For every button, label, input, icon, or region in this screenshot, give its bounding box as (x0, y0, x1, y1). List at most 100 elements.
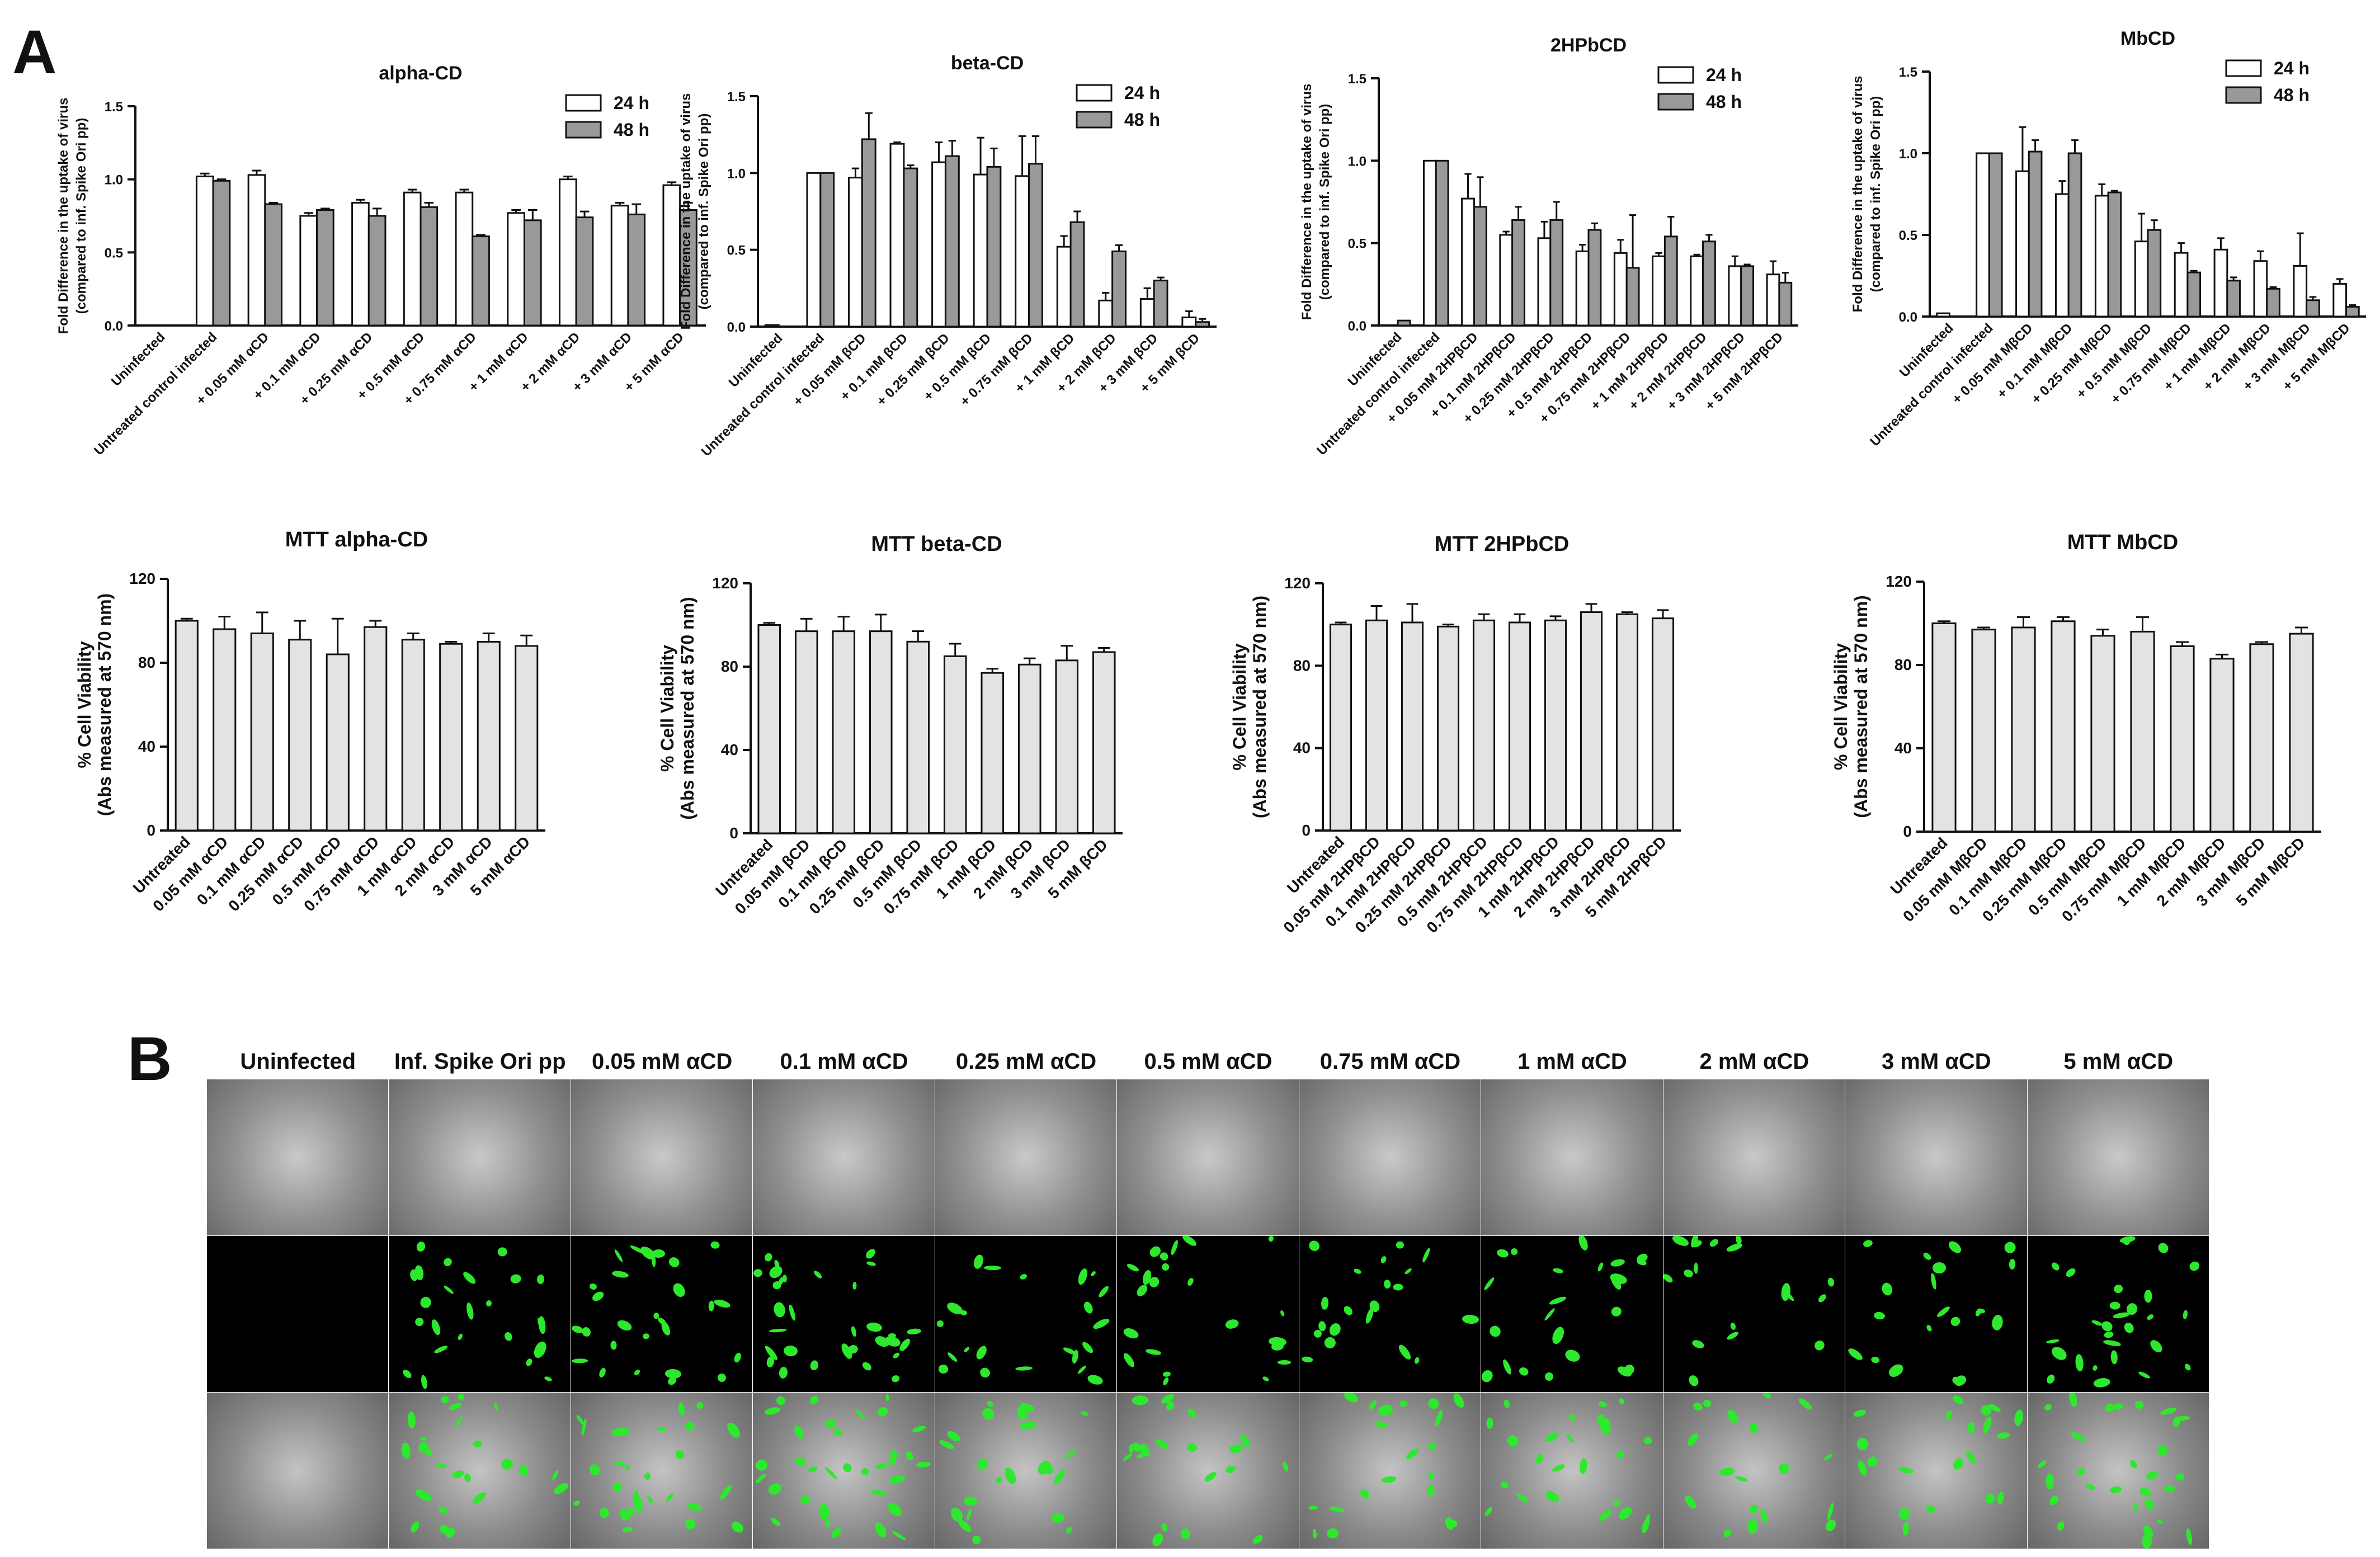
bar (1098, 299, 1114, 328)
gfp-cell (2112, 1310, 2131, 1319)
bar (2332, 283, 2348, 318)
phase-contrast-image (753, 1079, 935, 1235)
bar (2130, 630, 2155, 833)
bar (523, 219, 542, 327)
gfp-cell (500, 1459, 513, 1470)
gfp-cell (1951, 1394, 1965, 1406)
gfp-cell (1945, 1409, 1953, 1422)
gfp-cell (2104, 1330, 2114, 1339)
gfp-cell (1380, 1475, 1397, 1484)
bar (2107, 191, 2122, 318)
gfp-cell (1925, 1503, 1936, 1514)
gfp-cell (2137, 1370, 2151, 1380)
gfp-cell (2043, 1403, 2053, 1412)
gfp-cell (1691, 1338, 1705, 1350)
gfp-cell (1886, 1361, 1906, 1380)
gfp-cell (642, 1333, 650, 1340)
y-tick-label: 0.0 (727, 320, 746, 335)
gfp-cell (708, 1300, 715, 1311)
bar (420, 206, 439, 327)
gfp-cell (763, 1252, 774, 1263)
gfp-cell (1902, 1521, 1910, 1536)
y-axis-label: % Cell Viability (Abs measured at 570 nm) (1229, 596, 1270, 818)
gfp-cell (1823, 1452, 1834, 1461)
bar (351, 201, 370, 327)
gfp-cell (440, 1395, 450, 1404)
gfp-cell (2141, 1533, 2152, 1549)
gfp-cell (674, 1449, 686, 1461)
gfp-cell (1121, 1326, 1140, 1341)
gfp-cell (1613, 1500, 1621, 1507)
gfp-cell (665, 1491, 675, 1503)
gfp-cell (2163, 1485, 2176, 1492)
gfp-cell (598, 1507, 610, 1520)
gfp-cell (891, 1530, 908, 1542)
gfp-cell (753, 1268, 764, 1278)
gfp-cell (1301, 1356, 1313, 1363)
gfp-fluorescence-image (935, 1236, 1117, 1392)
bar (1139, 298, 1155, 328)
x-tick-label: + 0.75 mM βCD (958, 331, 1036, 409)
gfp-cell (442, 1284, 455, 1295)
gfp-cell (852, 1281, 857, 1290)
legend-label: 24 h (1124, 83, 1160, 103)
bar (1613, 252, 1628, 327)
gfp-cell (792, 1424, 805, 1440)
column-label: Inf. Spike Ori pp (394, 1049, 566, 1074)
y-tick-label: 0 (1302, 822, 1311, 839)
gfp-cell (1126, 1262, 1140, 1273)
gfp-cell (2175, 1471, 2186, 1482)
gfp-cell (1817, 1292, 1828, 1304)
gfp-cell (686, 1502, 703, 1513)
gfp-cell (1935, 1305, 1952, 1319)
gfp-cell (611, 1270, 629, 1279)
bar (944, 155, 960, 328)
gfp-cell (612, 1460, 626, 1468)
gfp-cell (1051, 1512, 1065, 1523)
y-axis-label-line: % Cell Viability (74, 641, 95, 768)
gfp-cell (1827, 1277, 1835, 1287)
gfp-cell (1397, 1343, 1413, 1361)
gfp-cell (1145, 1348, 1162, 1356)
gfp-cell (610, 1341, 617, 1350)
bar (2134, 240, 2149, 318)
column-label: 0.25 mM αCD (955, 1049, 1097, 1074)
gfp-cell (1812, 1338, 1827, 1352)
y-tick-label: 1.5 (727, 89, 746, 105)
y-axis-label-line: Fold Difference in the uptake of virus (678, 93, 694, 330)
gfp-cell (1080, 1340, 1095, 1355)
legend-label: 24 h (2274, 58, 2310, 78)
bar (2209, 658, 2235, 833)
gfp-cell (1505, 1433, 1520, 1449)
gfp-cell (485, 1299, 492, 1307)
phase-contrast-image (1481, 1079, 1663, 1235)
y-axis-label-line: (Abs measured at 570 nm) (95, 593, 115, 816)
legend-swatch (1076, 84, 1113, 102)
y-tick-label: 0.5 (1348, 237, 1366, 252)
gfp-cell (1153, 1437, 1170, 1451)
bar (195, 175, 214, 327)
y-tick-label: 0.0 (105, 319, 123, 334)
gfp-cell (1846, 1346, 1865, 1362)
gfp-cell (916, 1461, 931, 1468)
bar (2170, 645, 2195, 833)
bar (1936, 312, 1950, 318)
gfp-cell (1515, 1492, 1529, 1505)
bar (903, 167, 918, 328)
gfp-cell (1089, 1270, 1096, 1277)
gfp-cell (667, 1255, 681, 1270)
gfp-cell (2185, 1527, 2194, 1546)
gfp-cell (1618, 1397, 1625, 1405)
x-tick-label: + 2 mM MβCD (2200, 320, 2274, 394)
gfp-cell (885, 1500, 904, 1519)
gfp-cell (457, 1333, 464, 1341)
bar (757, 624, 781, 834)
gfp-cell (1132, 1395, 1149, 1406)
legend-swatch (565, 94, 602, 112)
gfp-cell (1964, 1450, 1978, 1465)
gfp-cell (2183, 1362, 2192, 1371)
gfp-cell (2085, 1482, 2096, 1492)
gfp-cell (1683, 1268, 1694, 1278)
gfp-cell (1873, 1311, 1886, 1320)
gfp-cell (963, 1346, 971, 1353)
